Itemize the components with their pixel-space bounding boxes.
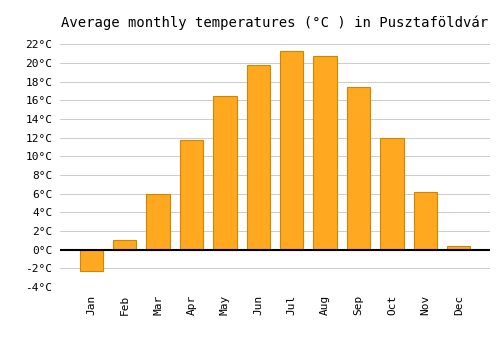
Bar <box>347 87 370 250</box>
Title: Average monthly temperatures (°C ) in Pusztaföldvár: Average monthly temperatures (°C ) in Pu… <box>62 15 488 30</box>
Bar <box>314 56 337 250</box>
Bar <box>447 246 470 250</box>
Bar <box>180 140 203 250</box>
Bar <box>246 65 270 250</box>
Bar <box>213 96 236 250</box>
Bar <box>280 51 303 250</box>
Bar <box>146 194 170 250</box>
Bar <box>414 192 437 250</box>
Bar <box>80 250 103 271</box>
Bar <box>113 240 136 250</box>
Bar <box>380 138 404 250</box>
